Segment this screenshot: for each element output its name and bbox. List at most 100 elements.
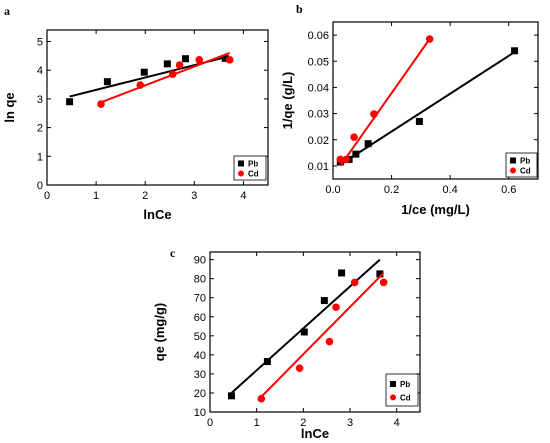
data-point-pb [140, 68, 148, 76]
plot-frame [46, 29, 269, 186]
x-tick-label: 0 [207, 417, 213, 429]
data-point-cd [136, 81, 145, 89]
x-axis-title: lnCe [301, 426, 329, 441]
data-point-cd [175, 61, 184, 69]
legend-marker-pb [238, 160, 244, 167]
data-point-cd [350, 278, 359, 287]
y-axis-title: ln qe [2, 92, 17, 122]
data-point-pb [415, 117, 423, 125]
x-tick-label: 0.4 [442, 184, 457, 196]
chart-panel-c: c 0 1 2 3 4 10 20 30 40 50 60 70 80 90 lnCe qe (mg/g) Pb C… [152, 246, 421, 441]
y-tick-label: 2 [37, 123, 43, 135]
data-point-cd [97, 100, 105, 108]
legend-marker-pb [390, 381, 396, 387]
panel-letter: a [4, 4, 10, 18]
x-tick-label: 2 [300, 417, 306, 429]
y-tick-label: 3 [37, 94, 43, 106]
legend-marker-cd [390, 394, 396, 401]
y-tick-label: 70 [194, 293, 206, 305]
data-point-cd [195, 56, 204, 64]
data-point-pb [352, 150, 360, 158]
data-point-pb [300, 328, 308, 336]
fit-line-pb [230, 258, 381, 394]
legend-box [505, 152, 538, 178]
data-point-pb [364, 140, 372, 148]
y-tick-label: 0 [37, 180, 43, 192]
y-tick-label: 0.04 [308, 82, 329, 94]
y-tick-label: 0.06 [308, 30, 329, 42]
x-tick-label: 0.0 [325, 184, 340, 196]
x-tick-label: 2 [142, 190, 148, 202]
data-point-cd [342, 155, 350, 164]
legend-marker-cd [510, 167, 516, 174]
fit-line-cd [339, 38, 431, 167]
y-tick-label: 50 [194, 331, 206, 343]
x-tick-label: 3 [347, 417, 353, 429]
data-point-pb [511, 47, 519, 55]
y-tick-label: 0.03 [308, 109, 329, 121]
data-point-pb [221, 54, 229, 62]
x-tick-label: 4 [394, 417, 400, 429]
chart-panel-b: b 0.0 0.2 0.4 0.6 0.01 0.02 0.03 0.04 0.05 0.06 1/c… [280, 2, 539, 217]
plot-frame [332, 21, 539, 180]
x-tick-label: 3 [191, 190, 197, 202]
data-point-pb [163, 60, 171, 68]
x-tick-label: 1 [93, 190, 99, 202]
y-tick-label: 4 [37, 65, 43, 77]
data-point-cd [425, 35, 434, 43]
data-point-cd [350, 133, 358, 141]
y-tick-label: 80 [194, 274, 206, 286]
data-point-cd [225, 56, 234, 64]
data-point-cd [332, 303, 340, 312]
data-point-pb [66, 98, 74, 106]
x-axis-title: 1/ce (mg/L) [401, 202, 470, 217]
data-point-pb [181, 55, 189, 63]
data-point-pb [103, 78, 111, 86]
legend-marker-cd [238, 170, 244, 177]
data-point-cd [336, 155, 345, 164]
y-tick-label: 5 [37, 36, 43, 48]
y-tick-label: 10 [194, 407, 206, 419]
legend-label-pb: Pb [520, 157, 530, 166]
y-axis-title: 1/qe (g/L) [280, 72, 295, 130]
legend-box [233, 155, 267, 181]
y-tick-label: 90 [194, 255, 206, 267]
y-tick-label: 0.01 [308, 161, 329, 173]
data-point-cd [257, 394, 266, 403]
y-tick-label: 0.02 [308, 135, 329, 147]
fit-line-cd [260, 272, 385, 398]
data-point-cd [295, 364, 304, 372]
x-tick-label: 0.2 [384, 184, 399, 196]
data-point-cd [325, 337, 334, 346]
y-tick-label: 60 [194, 312, 206, 324]
x-axis-title: lnCe [143, 207, 171, 222]
panel-letter: c [170, 246, 176, 260]
legend-label-pb: Pb [248, 160, 258, 169]
y-tick-label: 40 [194, 350, 206, 362]
fit-line-cd [100, 52, 231, 104]
y-tick-label: 30 [194, 369, 206, 381]
legend-marker-pb [510, 157, 516, 164]
plot-frame [209, 251, 421, 413]
data-point-pb [320, 297, 328, 305]
x-tick-label: 4 [240, 190, 246, 202]
panel-letter: b [296, 2, 303, 16]
data-point-cd [168, 70, 177, 79]
y-tick-label: 20 [194, 388, 206, 400]
legend-label-cd: Cd [520, 167, 531, 176]
data-point-cd [370, 110, 378, 118]
data-point-pb [338, 269, 346, 277]
legend-label-cd: Cd [248, 170, 259, 179]
fit-line-pb [339, 51, 516, 166]
legend-label-pb: Pb [400, 380, 410, 389]
y-axis-title: qe (mg/g) [152, 303, 167, 362]
y-tick-label: 0.05 [308, 56, 329, 68]
x-tick-label: 0.6 [501, 184, 516, 196]
data-point-cd [379, 278, 388, 287]
x-tick-label: 1 [254, 417, 260, 429]
data-point-pb [376, 270, 384, 278]
